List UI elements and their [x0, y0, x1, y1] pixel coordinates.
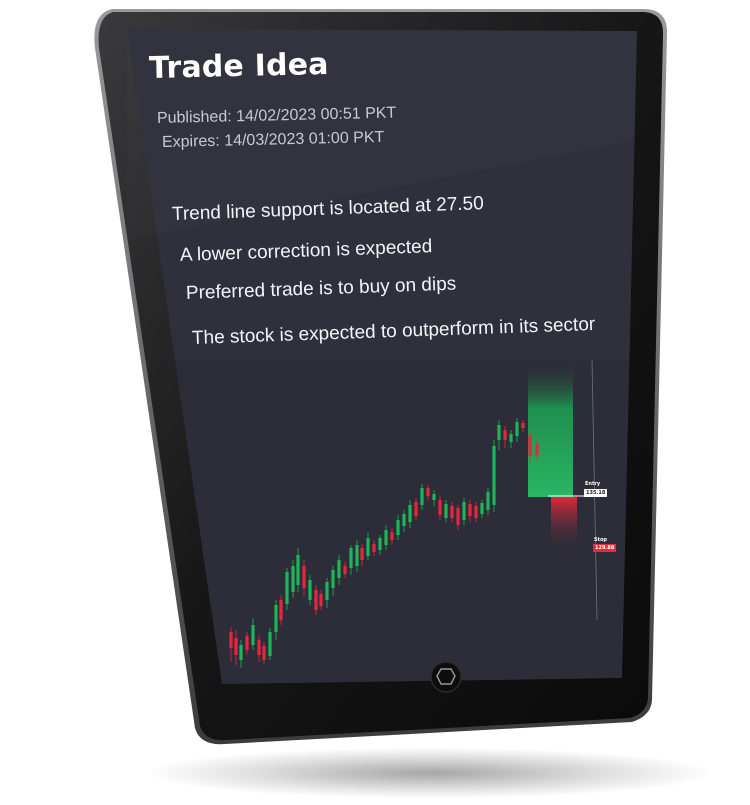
- home-button-icon[interactable]: [430, 661, 462, 693]
- candle-body: [360, 548, 364, 560]
- candle-body: [535, 444, 539, 455]
- candles: [229, 418, 539, 668]
- candle-body: [468, 504, 472, 516]
- candle-body: [366, 538, 370, 556]
- candle-body: [319, 594, 323, 606]
- candle-body: [432, 494, 436, 500]
- candle-body: [492, 446, 496, 505]
- candle-body: [279, 600, 283, 620]
- candle-body: [257, 640, 261, 655]
- candle-body: [291, 566, 295, 592]
- candle-body: [239, 645, 243, 660]
- candle-body: [456, 508, 460, 525]
- candle-body: [480, 503, 484, 514]
- candle-body: [355, 545, 359, 566]
- candle-body: [268, 632, 272, 656]
- candle-body: [450, 506, 454, 518]
- candle-body: [438, 500, 442, 515]
- loss-zone: [551, 497, 577, 552]
- candle-body: [515, 422, 519, 436]
- candle-body: [325, 582, 329, 600]
- candle-body: [285, 572, 289, 604]
- candle-body: [296, 555, 300, 585]
- candle-body: [331, 570, 335, 588]
- candle-body: [384, 530, 388, 545]
- candle-body: [337, 560, 341, 578]
- candle-body: [462, 502, 466, 520]
- candle-body: [349, 548, 353, 568]
- candle-body: [503, 430, 507, 440]
- screen: [127, 29, 637, 684]
- candle-body: [390, 532, 394, 540]
- candle-body: [262, 646, 266, 660]
- candle-body: [343, 566, 347, 574]
- profit-zone: [528, 360, 573, 497]
- candle-body: [420, 488, 424, 505]
- candle-body: [402, 514, 406, 526]
- candle-body: [378, 538, 382, 550]
- candle-body: [426, 488, 430, 496]
- candle-body: [229, 632, 233, 648]
- candle-body: [497, 425, 501, 440]
- candle-body: [474, 506, 478, 518]
- candle-body: [302, 566, 306, 588]
- candle-body: [414, 502, 418, 516]
- candle-body: [486, 492, 490, 510]
- candle-body: [509, 434, 513, 442]
- candle-body: [372, 544, 376, 552]
- candle-body: [528, 436, 532, 456]
- candle-body: [396, 520, 400, 535]
- candle-body: [274, 605, 278, 632]
- candle-body: [251, 625, 255, 645]
- candle-body: [521, 423, 525, 428]
- candle-body: [308, 580, 312, 600]
- candle-body: [408, 505, 412, 522]
- candle-body: [314, 590, 318, 610]
- candle-body: [234, 638, 238, 655]
- candlestick-chart: [229, 359, 600, 668]
- candle-body: [444, 504, 448, 518]
- candle-body: [245, 636, 249, 650]
- device-shadow: [150, 748, 710, 798]
